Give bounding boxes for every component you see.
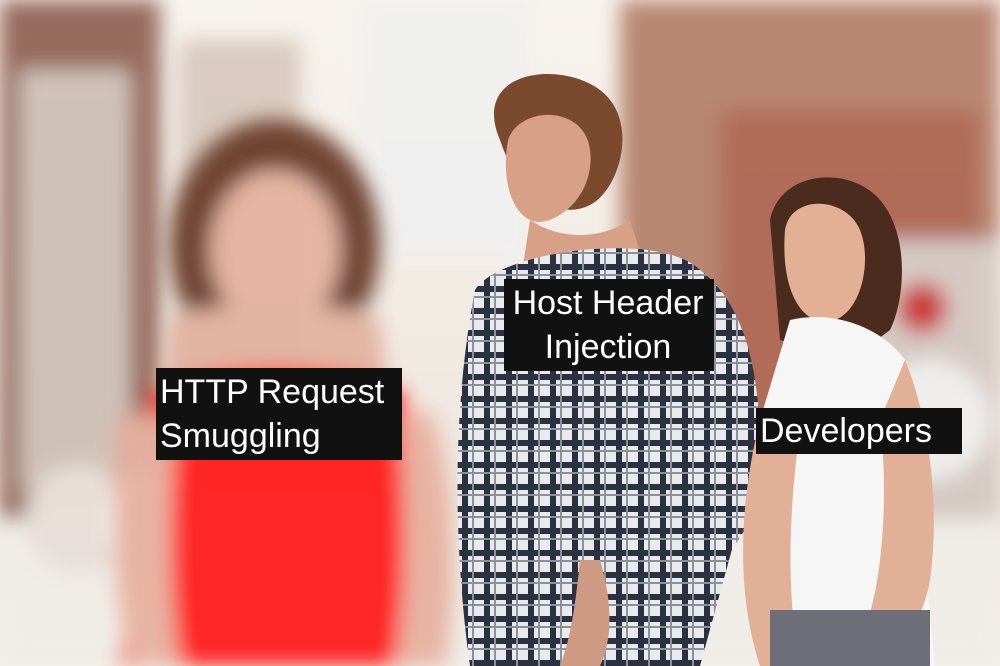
developers-caption: Developers xyxy=(756,408,962,454)
boyfriend-caption: Host Header Injection xyxy=(504,279,714,371)
girlfriend-caption: HTTP Request Smuggling xyxy=(156,368,402,460)
developers-figure xyxy=(743,177,935,666)
